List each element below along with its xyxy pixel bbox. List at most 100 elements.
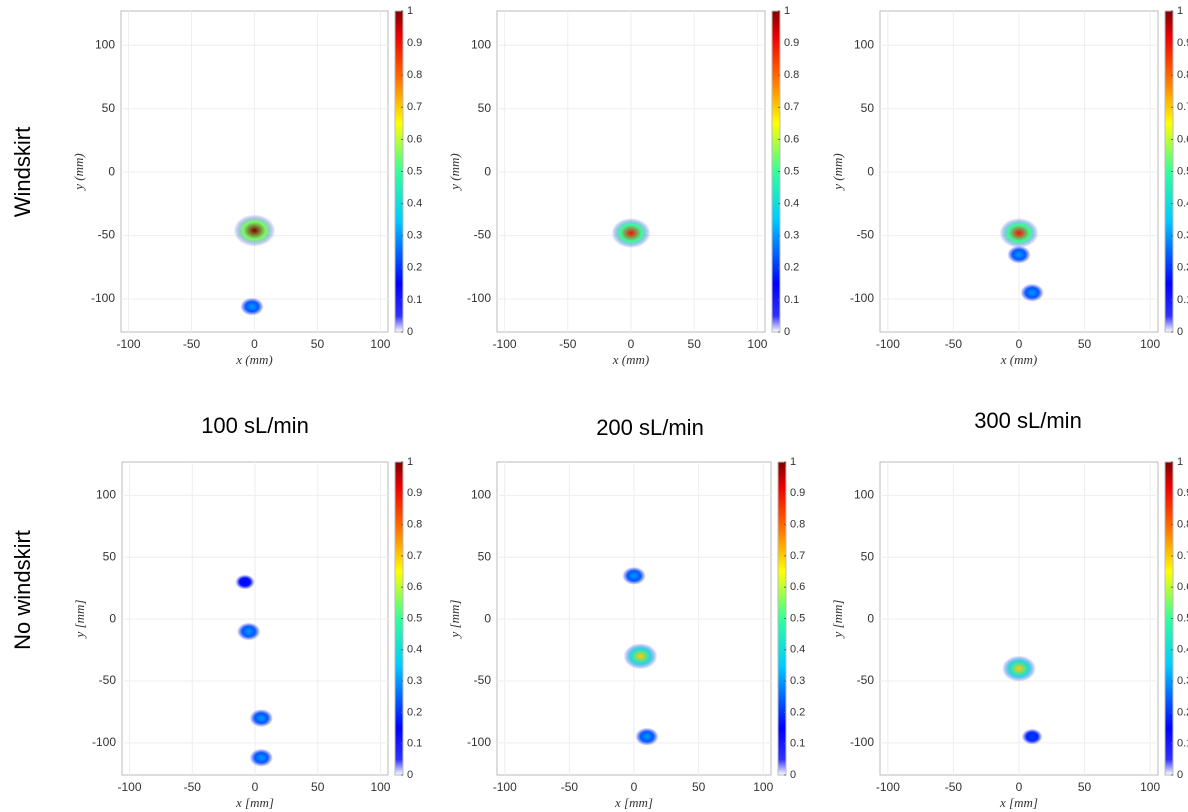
x-tick-label: 100 [370,337,390,351]
y-tick-label: 50 [478,549,492,563]
column-label: 300 sL/min [974,408,1082,433]
y-axis-label: y [mm] [447,600,462,640]
y-tick-label: 0 [484,164,491,178]
x-tick-label: 50 [688,337,702,351]
colorbar-tick-label: 0.4 [1177,198,1188,210]
y-tick-label: 100 [471,37,491,51]
y-tick-label: 0 [484,611,491,625]
colorbar-tick-label: 1 [407,5,413,17]
x-tick-label: 50 [311,780,325,794]
y-tick-label: -50 [857,673,875,687]
colorbar-tick-label: 0.7 [407,550,422,562]
colorbar-tick-label: 0.5 [1177,165,1188,177]
y-tick-label: 50 [102,101,116,115]
colorbar-tick-label: 0.3 [784,230,799,242]
x-tick-label: 50 [692,780,706,794]
y-tick-label: -50 [857,228,875,242]
colorbar-tick-label: 0.3 [790,675,805,687]
x-axis-label: x [mm] [999,795,1038,810]
spot [235,574,255,590]
x-axis-label: x [mm] [614,795,653,810]
y-tick-label: -100 [467,735,491,749]
y-tick-label: -50 [99,673,117,687]
x-tick-label: -50 [561,780,579,794]
colorbar-tick-label: 0.8 [790,519,805,531]
x-tick-label: 100 [747,337,767,351]
spot [1007,245,1031,264]
colorbar-tick-label: 0.2 [407,706,422,718]
y-tick-label: 0 [867,164,874,178]
colorbar-tick-label: 0.7 [790,550,805,562]
spot [249,748,273,767]
y-tick-label: -100 [850,735,874,749]
colorbar-tick-label: 0.5 [790,612,805,624]
x-axis-label: x (mm) [1000,352,1037,367]
x-tick-label: 50 [1078,337,1092,351]
colorbar-tick-label: 0.7 [1177,101,1188,113]
spot [237,622,261,641]
y-tick-label: 50 [103,549,117,563]
colorbar-tick-label: 0.9 [784,37,799,49]
colorbar-tick-label: 0.9 [1177,37,1188,49]
colorbar-tick-label: 0.2 [1177,706,1188,718]
x-tick-label: 100 [1140,337,1160,351]
colorbar-tick-label: 0 [1177,769,1183,781]
colorbar-tick-label: 0 [407,326,413,338]
x-tick-label: 100 [1140,780,1160,794]
x-tick-label: -100 [493,780,517,794]
colorbar-tick-label: 0.4 [1177,644,1188,656]
x-tick-label: -50 [945,780,963,794]
colorbar-tick-label: 0.9 [407,487,422,499]
colorbar-tick-label: 0.3 [407,675,422,687]
y-axis-label: y [mm] [830,600,845,640]
colorbar-tick-label: 0.9 [790,487,805,499]
y-tick-label: -100 [91,291,115,305]
colorbar-tick-label: 0.2 [790,706,805,718]
colorbar-tick-label: 0.6 [1177,581,1188,593]
x-tick-label: 0 [631,780,638,794]
spot [249,709,273,728]
colorbar-tick-label: 0 [407,769,413,781]
colorbar-tick-label: 0.3 [1177,675,1188,687]
colorbar-tick-label: 0.8 [1177,69,1188,81]
colorbar-tick-label: 0.6 [790,581,805,593]
y-tick-label: 100 [95,37,115,51]
y-tick-label: 100 [854,488,874,502]
y-axis-label: y (mm) [71,153,86,191]
row-label: Windskirt [10,127,35,217]
colorbar-tick-label: 0.4 [784,198,799,210]
y-tick-label: 50 [861,101,875,115]
y-tick-label: -100 [467,291,491,305]
y-tick-label: -100 [850,291,874,305]
colorbar-tick-label: 0.7 [407,101,422,113]
colorbar-tick-label: 0.2 [1177,262,1188,274]
colorbar-tick-label: 0.4 [407,198,422,210]
x-tick-label: -100 [118,780,142,794]
colorbar-tick-label: 0.3 [407,230,422,242]
y-tick-label: 50 [478,101,492,115]
colorbar-tick-label: 0.1 [784,294,799,306]
colorbar-tick-label: 0.1 [407,738,422,750]
y-axis-label: y (mm) [830,153,845,191]
colorbar-tick-label: 1 [784,5,790,17]
x-tick-label: -50 [183,337,201,351]
y-axis-label: y [mm] [72,600,87,640]
colorbar-tick-label: 0.6 [407,133,422,145]
colorbar-tick-label: 0.4 [407,644,422,656]
colorbar-tick-label: 0.1 [1177,738,1188,750]
spot [1020,283,1044,302]
x-tick-label: -50 [559,337,577,351]
colorbar-tick-label: 0.2 [784,262,799,274]
y-tick-label: 0 [108,164,115,178]
y-tick-label: 0 [867,611,874,625]
x-tick-label: -50 [184,780,202,794]
y-axis-label: y (mm) [447,153,462,191]
y-tick-label: -50 [98,228,116,242]
colorbar-tick-label: 0.5 [784,165,799,177]
y-tick-label: 100 [96,488,116,502]
colorbar-tick-label: 0.5 [407,612,422,624]
y-tick-label: -100 [92,735,116,749]
colorbar-tick-label: 0.2 [407,262,422,274]
x-axis-label: x (mm) [612,352,649,367]
